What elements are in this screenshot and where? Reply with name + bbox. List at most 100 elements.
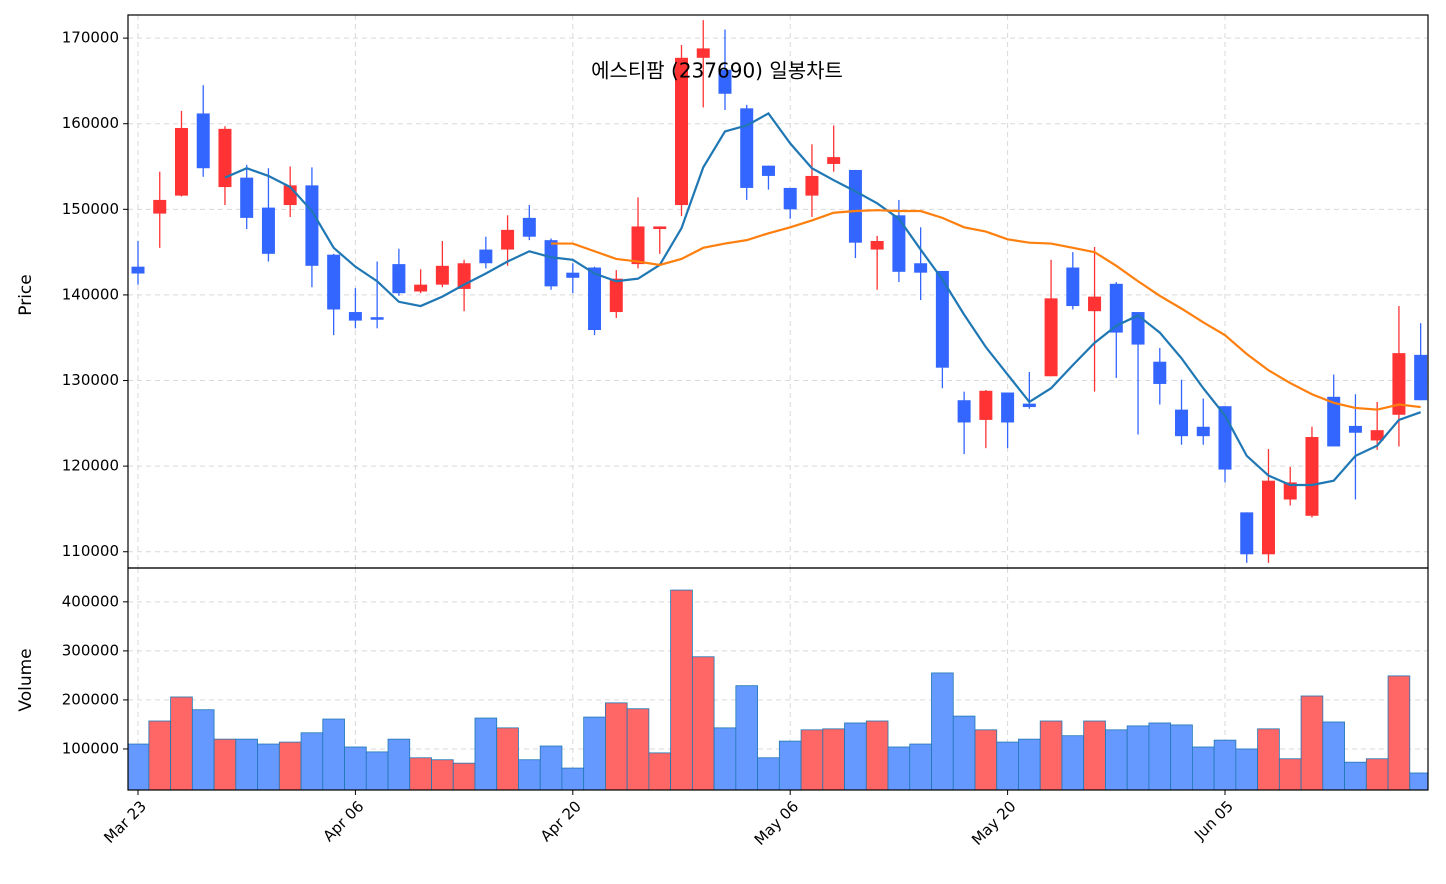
candle-body [479,249,493,264]
volume-bar [1105,729,1128,790]
candle-body [1022,403,1036,408]
y-tick-label: 150000 [62,200,119,218]
volume-bar [322,718,345,790]
candle-body [1109,283,1123,333]
volume-bar [865,720,889,790]
volume-bar [713,727,737,790]
candle-body [1066,267,1080,307]
candle-body [631,226,645,265]
x-tick-label: May 20 [968,797,1020,849]
candle-body [544,240,558,287]
volume-bar [409,757,432,790]
candle-body [174,127,188,196]
candle-body [348,312,362,321]
volume-bar [1126,725,1150,790]
candle-body [522,217,536,237]
candle-body [718,69,732,94]
candle-body [1348,425,1362,433]
volume-bar [474,717,498,790]
volume-bar [1083,720,1106,790]
volume-bar [952,715,976,790]
y-axis-label: Price [16,274,36,315]
candle-body [609,278,623,313]
volume-bar [1061,735,1085,790]
candle-body [218,128,232,188]
volume-bar [128,743,150,790]
volume-bar [257,743,280,790]
candle-body [240,177,254,218]
volume-bar [778,740,802,790]
candle-body [1153,361,1167,384]
volume-bar [1257,728,1280,790]
candle-body [1196,426,1210,437]
y-tick-label: 170000 [62,29,119,47]
candle-body [261,207,275,254]
candle-body [1131,312,1145,345]
volume-bar [1018,738,1041,790]
y-tick-label: 160000 [62,114,119,132]
candle-body [783,187,797,210]
volume-bar [452,762,476,790]
candle-body [740,108,754,188]
volume-bar [561,767,585,790]
volume-bar [1387,675,1411,790]
x-tick-label: Mar 23 [100,797,150,847]
candle-body [327,254,341,310]
candle-body [1088,296,1102,312]
volume-frame [127,567,1429,791]
price-frame [127,14,1429,569]
volume-bar [757,757,780,790]
volume-bar [278,741,302,790]
volume-bar [170,696,193,790]
volume-bar [518,759,541,790]
volume-bar [1409,772,1428,790]
x-tick-label: May 06 [751,797,803,849]
volume-bar [996,741,1019,790]
volume-bar [213,738,237,790]
volume-bar [887,746,911,790]
grid [128,15,1428,790]
y-tick-label: 120000 [62,457,119,475]
volume-bar [822,728,845,790]
volume-bar [1170,724,1193,790]
x-tick-label: Jun 05 [1190,797,1237,844]
candle-body [1175,409,1189,437]
volume-bar [626,708,650,790]
volume-bar [539,745,563,790]
candle-body [957,400,971,423]
candle-body [370,317,384,320]
volume-bar [1365,758,1389,790]
candle-body [696,48,710,58]
y-tick-label: 140000 [62,285,119,303]
volume-bar [431,759,454,790]
volume-bar [148,720,172,790]
volume-bar [496,727,519,790]
candle-body [892,215,906,272]
volume-bar [583,716,606,790]
volume-bar [1191,746,1215,790]
volume-bar [387,738,411,790]
volume-bar [909,743,932,790]
candle-body [392,264,406,294]
candle-body [935,270,949,368]
volume-bar [1148,722,1172,790]
volume-bar [844,722,867,790]
candle-body [1283,482,1297,500]
volume-bar [974,729,998,790]
volume-bar [365,751,389,790]
volume-bar [691,656,715,790]
candle-body [761,165,775,176]
y-tick-label: 130000 [62,371,119,389]
candle-body [1044,298,1058,377]
volume-bar [800,729,824,790]
candles [131,20,1428,563]
candle-body [1240,512,1254,555]
y-axis-label: Volume [16,648,36,711]
volume-bar [1344,761,1367,790]
candle-body [1327,396,1341,447]
candle-body [435,265,449,285]
candle-body [805,175,819,196]
candle-body [1305,437,1319,516]
moving-average-line [551,209,1421,411]
